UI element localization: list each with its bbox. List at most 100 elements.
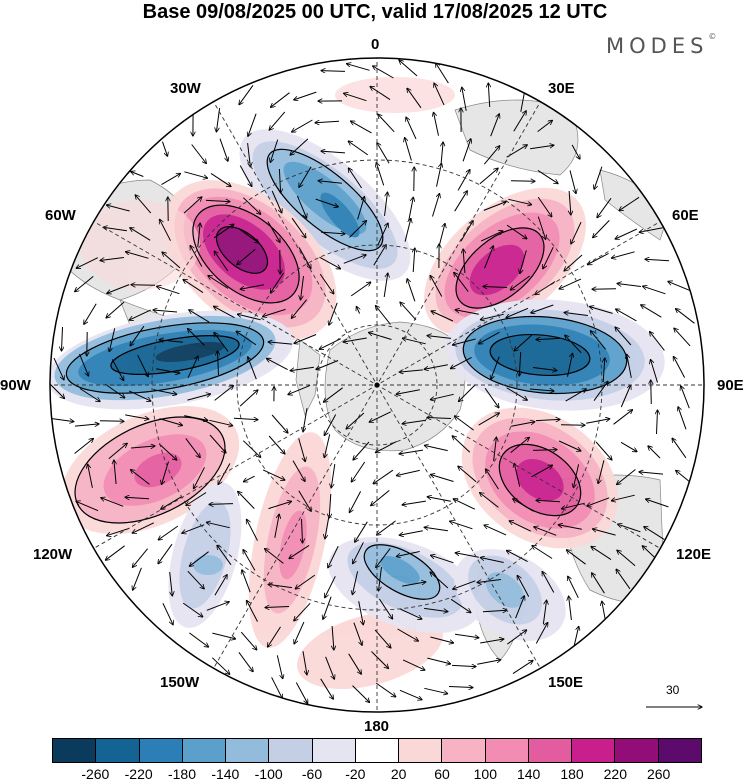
wind-vector [198, 223, 200, 247]
wind-vector [294, 91, 317, 100]
wind-vector [399, 689, 422, 699]
wind-vector [681, 386, 690, 409]
wind-vector [247, 519, 258, 541]
wind-vector [206, 602, 229, 611]
colorbar-swatch [139, 739, 183, 762]
wind-vector [346, 412, 365, 429]
wind-vector [432, 194, 440, 217]
wind-vector [191, 144, 207, 164]
wind-vector [431, 475, 454, 482]
wind-vector [506, 550, 528, 563]
wind-vector [530, 145, 554, 150]
wind-vector [511, 422, 535, 427]
colorbar-swatch [485, 739, 529, 762]
wind-vector [348, 168, 363, 189]
wind-vector [268, 626, 281, 647]
wind-vector [169, 572, 173, 596]
wind-vector [517, 575, 530, 597]
wind-vector [74, 424, 99, 426]
wind-vector [271, 92, 290, 108]
wind-vector [678, 407, 687, 430]
wind-vector [294, 334, 317, 344]
map-title: Base 09/08/2025 00 UTC, valid 17/08/2025… [142, 1, 608, 23]
wind-vector [266, 358, 288, 371]
wind-vector [153, 389, 177, 395]
lon-label-60e: 60E [672, 207, 699, 224]
wind-vector [424, 364, 448, 370]
wind-vector [190, 246, 203, 267]
wind-vector [537, 169, 558, 183]
wind-vector [343, 255, 366, 264]
wind-vector [558, 525, 582, 530]
wind-vector [598, 460, 605, 483]
wind-vector [324, 414, 337, 436]
wind-vector [348, 141, 369, 156]
wind-vector [187, 356, 198, 379]
wind-vector [132, 548, 148, 568]
wind-vector [413, 248, 415, 273]
wind-vector [436, 63, 449, 84]
wind-vectors [50, 60, 695, 703]
lon-label-0: 0 [371, 36, 380, 53]
wind-vector [301, 276, 304, 300]
wind-vector [276, 655, 282, 678]
wind-vector [491, 356, 500, 380]
wind-vector [239, 165, 252, 187]
map-border [49, 57, 705, 713]
wind-vector [650, 332, 665, 351]
wind-vector [514, 463, 521, 487]
wind-vector [400, 302, 417, 321]
wind-vector [493, 437, 497, 461]
wind-vector [209, 434, 226, 453]
wind-vector [183, 279, 204, 294]
wind-vector [427, 418, 452, 419]
wind-vector [158, 525, 179, 540]
wind-vector [616, 309, 637, 322]
wind-vector [76, 257, 99, 269]
wind-vector [399, 530, 423, 535]
wind-vector [132, 522, 155, 533]
wind-vector [247, 600, 258, 622]
wind-vector [559, 278, 582, 289]
wind-vector [162, 141, 168, 157]
wind-vector [194, 467, 205, 488]
wind-vector [513, 499, 534, 512]
wind-vector [590, 331, 606, 350]
wind-vector [402, 419, 426, 424]
wind-vector [371, 490, 390, 505]
wind-vector [107, 527, 130, 535]
wind-vector [103, 227, 127, 232]
wind-vector [646, 499, 669, 508]
wind-vector [644, 527, 665, 540]
wind-vector [620, 385, 630, 408]
polar-map [49, 57, 705, 713]
wind-vector [268, 435, 285, 454]
wind-vector [455, 553, 479, 558]
wind-vector [484, 387, 499, 408]
wind-vector [531, 465, 553, 478]
wind-vector [353, 441, 370, 460]
wind-vector [396, 389, 420, 395]
wind-vector [424, 607, 448, 611]
wind-vector [267, 221, 280, 243]
wind-vector [182, 602, 203, 617]
wind-vector [291, 217, 306, 238]
wind-vector [384, 192, 388, 216]
wind-vector [529, 389, 554, 391]
wind-vector [242, 570, 251, 593]
wind-vector [431, 555, 454, 564]
wind-vector [111, 359, 123, 380]
wind-vector [321, 151, 346, 153]
wind-vector [480, 493, 499, 508]
wind-vector [676, 309, 695, 324]
wind-vector [434, 112, 439, 136]
wind-vector [478, 413, 500, 426]
wind-vector [135, 195, 152, 214]
wind-vector [296, 195, 306, 218]
wind-vector [430, 636, 453, 643]
wind-vector [639, 472, 664, 474]
wind-vector [515, 596, 525, 619]
wind-vector [319, 256, 341, 269]
colorbar-tick-label: 220 [603, 766, 628, 782]
wind-vector [457, 170, 470, 191]
